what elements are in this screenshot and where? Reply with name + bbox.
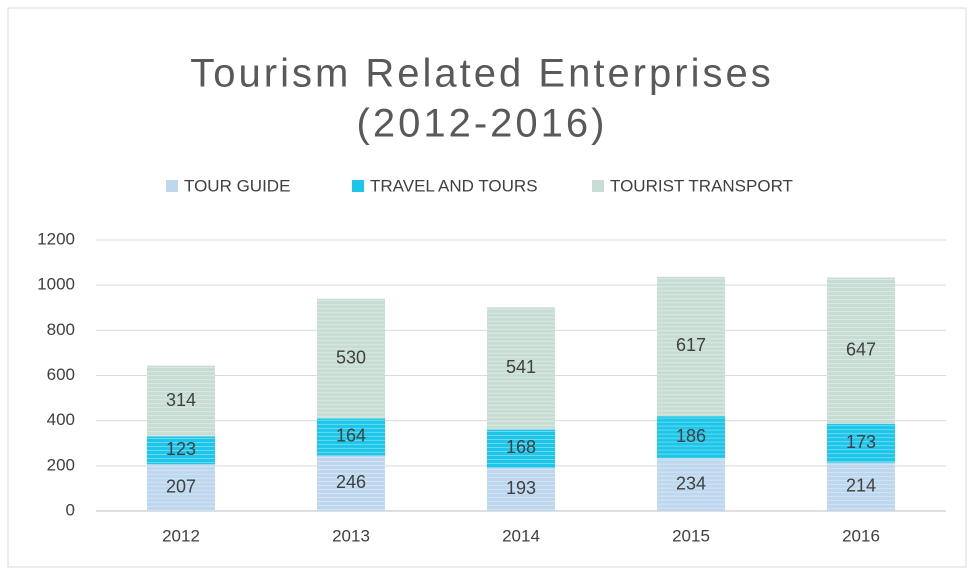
legend-label: TRAVEL AND TOURS bbox=[370, 176, 538, 195]
chart-title: (2012-2016) bbox=[357, 102, 608, 146]
x-tick-label: 2014 bbox=[502, 526, 540, 545]
y-tick-label: 1200 bbox=[37, 229, 75, 248]
legend-swatch bbox=[592, 180, 604, 192]
data-label: 214 bbox=[846, 476, 876, 496]
x-tick-label: 2013 bbox=[332, 526, 370, 545]
y-tick-label: 0 bbox=[66, 500, 75, 519]
x-tick-label: 2016 bbox=[842, 526, 880, 545]
data-label: 246 bbox=[336, 472, 366, 492]
chart-title: Tourism Related Enterprises bbox=[190, 52, 773, 96]
data-label: 186 bbox=[676, 426, 706, 446]
bar-segment bbox=[657, 416, 725, 459]
bar-segment bbox=[147, 464, 215, 511]
bar-segment bbox=[317, 418, 385, 456]
bar-segment bbox=[657, 458, 725, 511]
data-label: 173 bbox=[846, 432, 876, 452]
y-tick-label: 1000 bbox=[37, 275, 75, 294]
bar-segment bbox=[657, 276, 725, 417]
y-tick-label: 400 bbox=[47, 410, 75, 429]
legend-swatch bbox=[166, 180, 178, 192]
data-label: 207 bbox=[166, 476, 196, 496]
bar-segment bbox=[487, 307, 555, 430]
data-label: 530 bbox=[336, 347, 366, 367]
legend-label: TOURIST TRANSPORT bbox=[610, 176, 793, 195]
bar-segment bbox=[487, 429, 555, 468]
y-tick-label: 600 bbox=[47, 365, 75, 384]
data-label: 123 bbox=[166, 439, 196, 459]
y-tick-label: 200 bbox=[47, 455, 75, 474]
data-label: 164 bbox=[336, 426, 366, 446]
bar-segment bbox=[147, 365, 215, 437]
data-label: 617 bbox=[676, 335, 706, 355]
bar-segment bbox=[317, 455, 385, 511]
data-label: 168 bbox=[506, 437, 536, 457]
y-tick-label: 800 bbox=[47, 320, 75, 339]
bar-segment bbox=[147, 436, 215, 465]
data-label: 193 bbox=[506, 478, 536, 498]
data-label: 647 bbox=[846, 339, 876, 359]
data-label: 234 bbox=[676, 473, 706, 493]
data-label: 314 bbox=[166, 390, 196, 410]
legend-label: TOUR GUIDE bbox=[184, 176, 290, 195]
x-tick-label: 2012 bbox=[162, 526, 200, 545]
bar-segment bbox=[827, 462, 895, 511]
bar-segment bbox=[827, 423, 895, 463]
bar-segment bbox=[827, 277, 895, 424]
x-tick-label: 2015 bbox=[672, 526, 710, 545]
bar-segment bbox=[317, 298, 385, 419]
data-label: 541 bbox=[506, 357, 536, 377]
legend-swatch bbox=[352, 180, 364, 192]
bar-segment bbox=[487, 467, 555, 511]
